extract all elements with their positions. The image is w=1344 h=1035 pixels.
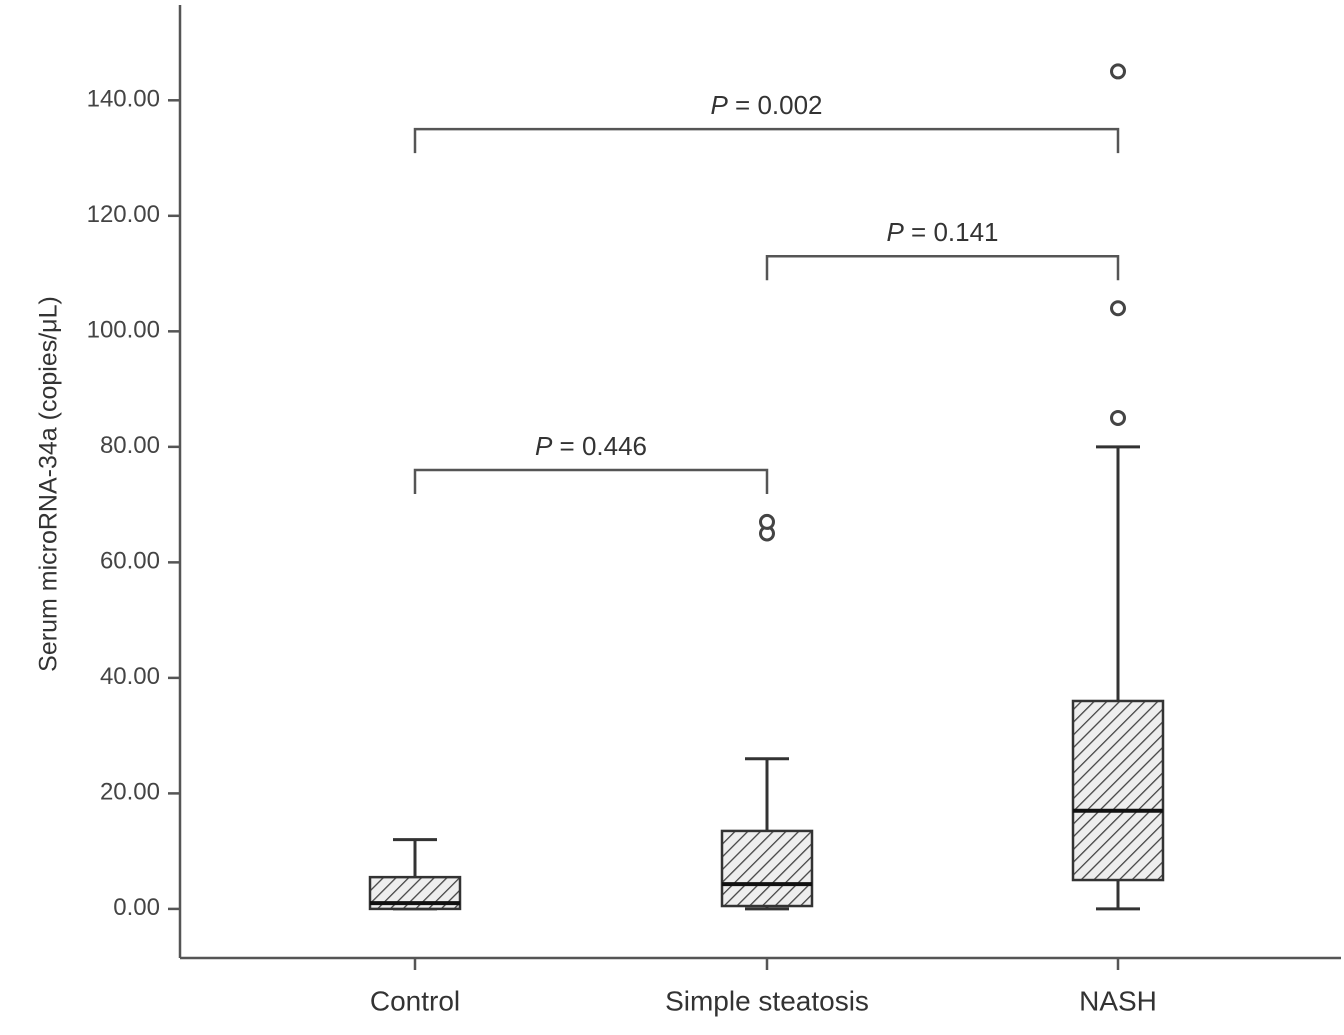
y-tick-label: 40.00 [100, 663, 160, 690]
outlier-point [1110, 63, 1126, 80]
y-tick-label: 20.00 [100, 779, 160, 806]
comparison-bracket [413, 127, 1120, 154]
box-group [368, 838, 462, 911]
comparison-brackets: P = 0.446 P = 0.141 P = 0.002 [413, 90, 1120, 494]
y-ticks: 0.00 20.00 40.00 60.00 80.00 100.00 120.00 140.… [87, 86, 180, 921]
boxes [368, 63, 1165, 911]
y-tick-label: 120.00 [87, 201, 160, 228]
iqr-box [720, 829, 814, 908]
p-value-label: P = 0.141 [886, 217, 998, 247]
x-categories: Control Simple steatosis NASH [370, 958, 1157, 1016]
comparison-bracket [765, 254, 1120, 281]
y-tick-label: 80.00 [100, 432, 160, 459]
iqr-box [1071, 699, 1165, 882]
comparison-bracket [413, 468, 769, 494]
x-category-label: Control [370, 985, 460, 1016]
axes [178, 5, 1341, 960]
box-group [1071, 63, 1165, 911]
x-category-label: NASH [1079, 985, 1157, 1016]
outlier-point [759, 513, 775, 530]
y-axis-label: Serum microRNA-34a (copies/μL) [35, 296, 63, 672]
y-tick-label: 140.00 [87, 86, 160, 113]
p-value-label: P = 0.446 [535, 431, 647, 461]
y-tick-label: 60.00 [100, 548, 160, 575]
box-group [720, 513, 814, 911]
x-category-label: Simple steatosis [665, 985, 869, 1016]
y-tick-label: 0.00 [113, 894, 160, 921]
outlier-point [1110, 409, 1126, 426]
y-tick-label: 100.00 [87, 317, 160, 344]
p-value-label: P = 0.002 [710, 90, 822, 120]
outlier-point [1110, 300, 1126, 317]
